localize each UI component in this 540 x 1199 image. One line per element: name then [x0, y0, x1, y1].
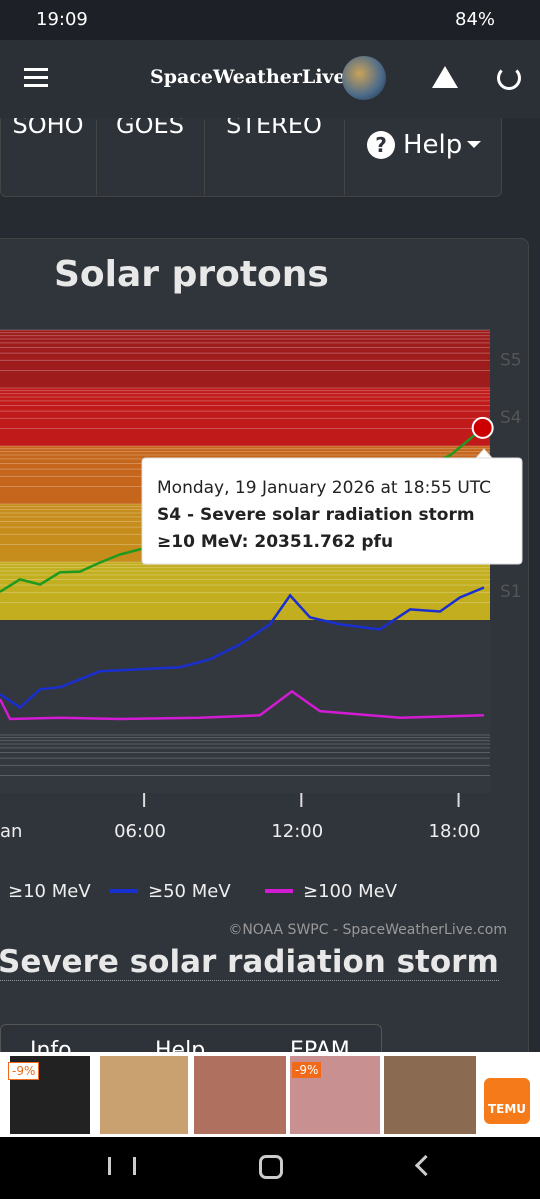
y-tick-label: S5: [500, 350, 522, 370]
tooltip-box: [141, 448, 523, 565]
help-icon: ?: [367, 131, 395, 159]
series-line: [0, 586, 485, 710]
x-tick-label: 18:00: [429, 821, 481, 842]
brand-logo: TEMU: [484, 1078, 530, 1124]
refresh-button[interactable]: [497, 66, 521, 90]
severity-band: [0, 620, 490, 793]
discount-badge: -9%: [292, 1062, 322, 1078]
credit: ©NOAA SWPC - SpaceWeatherLive.com: [228, 922, 507, 938]
alert-button[interactable]: [432, 66, 458, 88]
menu-button[interactable]: [24, 68, 48, 71]
severity-band: [0, 330, 490, 388]
tab-bar: [0, 105, 502, 197]
legend-label: ≥50 MeV: [148, 881, 231, 902]
globe: [342, 56, 386, 100]
discount-badge: -9%: [8, 1062, 40, 1080]
help-menu[interactable]: Help: [403, 130, 463, 160]
hover-marker: [471, 416, 494, 439]
logo[interactable]: SpaceWeatherLive: [150, 66, 346, 88]
battery: 84%: [455, 9, 496, 30]
nav-bar: [0, 1137, 540, 1199]
legend-label: ≥10 MeV: [8, 881, 91, 902]
tooltip-level: S4 - Severe solar radiation storm: [157, 505, 475, 525]
ad-image: [384, 1056, 476, 1134]
status-heading: Severe solar radiation storm: [0, 944, 499, 981]
x-tick-label: 06:00: [114, 821, 166, 842]
nav-home[interactable]: [259, 1155, 283, 1179]
tooltip-date: Monday, 19 January 2026 at 18:55 UTC: [157, 478, 491, 498]
x-tick-label: an: [0, 821, 22, 842]
y-tick-label: S1: [500, 582, 522, 602]
tooltip-value: ≥10 MeV: 20351.762 pfu: [157, 532, 393, 552]
nav-recent[interactable]: [108, 1157, 136, 1175]
ad-image: [194, 1056, 286, 1134]
x-tick-label: 12:00: [271, 821, 323, 842]
caret: [467, 141, 481, 155]
chart: S1 S4 S5 an 06:00 12:00 18:00 ≥10 MeV ≥50 MeV ≥10…: [0, 329, 523, 938]
series-line: [0, 689, 485, 721]
legend-label: ≥100 MeV: [303, 881, 398, 902]
severity-band: [0, 388, 490, 446]
status-bar: [0, 0, 540, 40]
ad-image: [100, 1056, 188, 1134]
card-title: Solar protons: [54, 254, 329, 295]
y-tick-label: S4: [500, 408, 522, 428]
time: 19:09: [36, 9, 88, 30]
